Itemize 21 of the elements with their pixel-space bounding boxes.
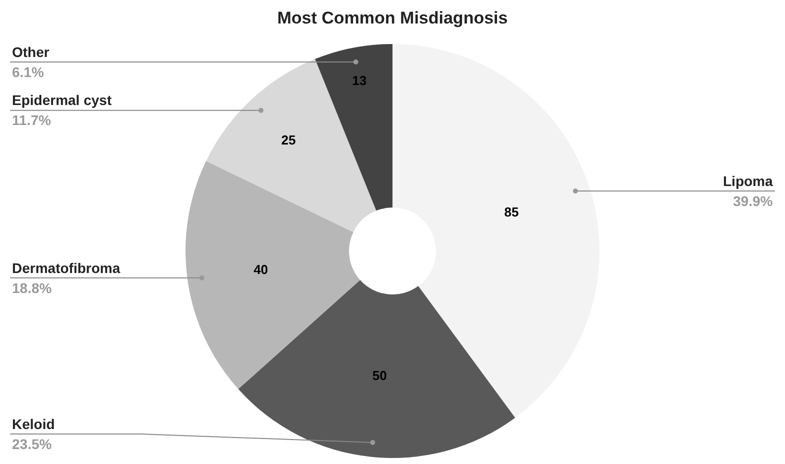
data-label: 13 bbox=[352, 72, 367, 88]
slice-label: Epidermal cyst bbox=[12, 92, 112, 108]
donut-slice bbox=[186, 160, 360, 390]
data-label: 25 bbox=[281, 132, 296, 148]
chart-title: Most Common Misdiagnosis bbox=[277, 8, 508, 28]
text: 6.1% bbox=[12, 64, 44, 80]
text: 11.7% bbox=[12, 112, 52, 128]
donut-slice bbox=[238, 280, 516, 458]
data-label: 85 bbox=[504, 204, 519, 220]
slice-label: Keloid bbox=[12, 416, 55, 432]
slice-label: Other bbox=[12, 44, 50, 60]
donut-slice bbox=[392, 44, 600, 418]
slice-label: Dermatofibroma bbox=[12, 260, 120, 276]
donut-slice bbox=[315, 44, 392, 211]
text: 23.5% bbox=[12, 436, 52, 452]
text: 39.9% bbox=[733, 193, 774, 209]
text: 18.8% bbox=[12, 280, 52, 296]
slice-label: Lipoma bbox=[723, 173, 773, 189]
donut-slice bbox=[206, 59, 376, 232]
data-label: 50 bbox=[372, 368, 387, 384]
data-label: 40 bbox=[254, 262, 268, 278]
